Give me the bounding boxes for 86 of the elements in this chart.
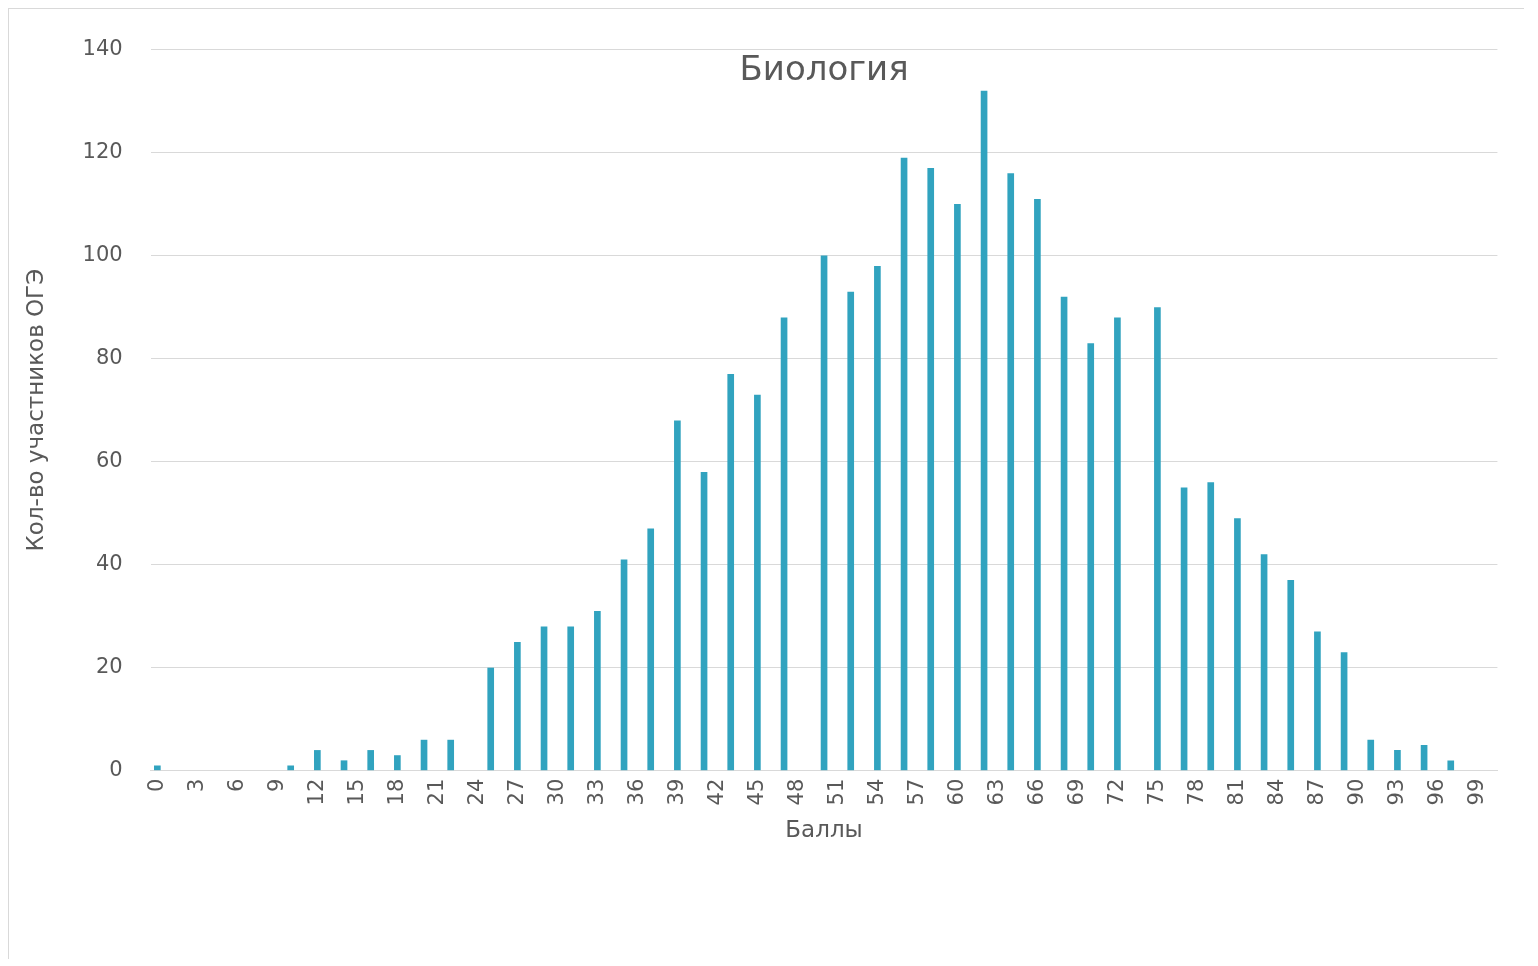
bar	[700, 471, 708, 771]
bar	[394, 755, 401, 771]
bar	[1367, 739, 1375, 771]
bar	[980, 90, 988, 771]
bar	[847, 291, 855, 771]
x-tick-label: 69	[1063, 778, 1088, 806]
bar	[727, 374, 735, 771]
bar	[820, 255, 828, 771]
bar	[594, 611, 601, 771]
y-tick-label: 120	[82, 139, 123, 164]
y-tick-label: 60	[95, 448, 123, 473]
x-tick-label: 15	[343, 778, 368, 806]
x-tick-label: 27	[503, 778, 528, 806]
x-tick-label: 78	[1183, 778, 1208, 806]
bar	[674, 420, 681, 771]
x-tick-label: 6	[223, 778, 248, 793]
x-tick-label: 51	[823, 778, 848, 806]
bar	[647, 528, 655, 771]
bar	[340, 760, 348, 771]
bar	[927, 168, 935, 771]
bar	[447, 739, 455, 771]
x-tick-label: 3	[183, 778, 208, 793]
bar	[514, 641, 521, 771]
x-tick-label: 48	[783, 778, 808, 806]
x-tick-label: 0	[143, 778, 168, 793]
bar	[314, 750, 321, 771]
x-tick-label: 57	[903, 778, 928, 806]
bar	[1314, 631, 1321, 771]
bar	[367, 750, 375, 771]
y-axis-title: Кол-во участников ОГЭ	[21, 268, 48, 552]
bar	[1180, 487, 1188, 771]
bar	[1060, 296, 1068, 771]
bar	[1260, 554, 1268, 771]
x-tick-label: 24	[463, 778, 488, 806]
bar	[780, 317, 788, 771]
y-tick-label: 80	[95, 345, 123, 370]
x-tick-label: 99	[1463, 778, 1488, 806]
bar	[1114, 317, 1121, 771]
bar	[900, 157, 908, 771]
x-tick-label: 90	[1343, 778, 1368, 806]
x-tick-label: 36	[623, 778, 648, 806]
x-tick-label: 30	[543, 778, 568, 806]
bar	[1447, 760, 1455, 771]
bar	[954, 204, 961, 771]
x-tick-label: 72	[1103, 778, 1128, 806]
bar	[1087, 343, 1095, 771]
bar	[874, 265, 881, 771]
bar	[1154, 307, 1161, 771]
bar	[487, 667, 495, 771]
x-axis-title: Баллы	[785, 816, 863, 843]
y-tick-label: 140	[82, 36, 123, 61]
x-tick-label: 75	[1143, 778, 1168, 806]
x-tick-label: 33	[583, 778, 608, 806]
x-tick-label: 9	[263, 778, 288, 793]
x-tick-label: 66	[1023, 778, 1048, 806]
x-tick-label: 60	[943, 778, 968, 806]
y-tick-label: 40	[95, 551, 123, 576]
bar	[754, 394, 761, 771]
bar	[1234, 518, 1241, 771]
bar	[1394, 750, 1401, 771]
x-tick-label: 93	[1383, 778, 1408, 806]
x-tick-label: 96	[1423, 778, 1448, 806]
bar	[1340, 652, 1348, 771]
x-tick-label: 42	[703, 778, 728, 806]
y-tick-label: 20	[95, 654, 123, 679]
x-tick-label: 63	[983, 778, 1008, 806]
bar	[567, 626, 575, 771]
x-tick-label: 21	[423, 778, 448, 806]
bar	[154, 765, 161, 771]
bar	[287, 765, 295, 771]
x-tick-label: 39	[663, 778, 688, 806]
bar	[1207, 482, 1215, 771]
y-tick-label: 100	[82, 242, 123, 267]
x-tick-label: 81	[1223, 778, 1248, 806]
x-tick-label: 84	[1263, 778, 1288, 806]
x-tick-label: 18	[383, 778, 408, 806]
x-tick-label: 54	[863, 778, 888, 806]
chart-title: Биология	[739, 48, 909, 89]
bar	[1287, 580, 1295, 771]
bar	[620, 559, 628, 771]
bar	[1007, 173, 1015, 771]
bar	[540, 626, 548, 771]
x-tick-label: 12	[303, 778, 328, 806]
x-tick-label: 45	[743, 778, 768, 806]
x-tick-label: 87	[1303, 778, 1328, 806]
bar	[1034, 198, 1041, 771]
